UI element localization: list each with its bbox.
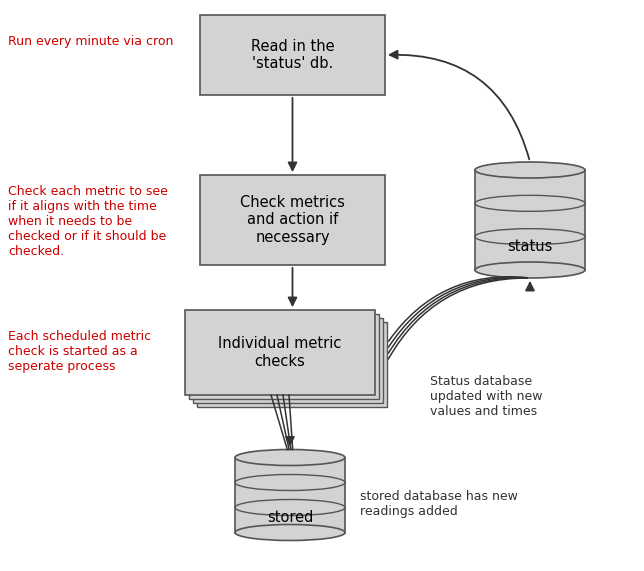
Text: Check each metric to see
if it aligns with the time
when it needs to be
checked : Check each metric to see if it aligns wi… (8, 185, 168, 258)
Text: stored database has new
readings added: stored database has new readings added (360, 490, 518, 518)
FancyBboxPatch shape (189, 314, 379, 399)
FancyArrowPatch shape (388, 277, 527, 341)
FancyArrowPatch shape (388, 278, 527, 353)
Text: stored: stored (267, 510, 313, 525)
FancyBboxPatch shape (200, 15, 385, 95)
Text: Read in the
'status' db.: Read in the 'status' db. (251, 39, 334, 71)
Text: Run every minute via cron: Run every minute via cron (8, 35, 173, 48)
Ellipse shape (235, 449, 345, 465)
FancyBboxPatch shape (200, 175, 385, 265)
Text: Status database
updated with new
values and times: Status database updated with new values … (430, 375, 542, 418)
FancyBboxPatch shape (185, 310, 375, 395)
FancyArrowPatch shape (388, 278, 527, 347)
Polygon shape (235, 457, 345, 533)
Ellipse shape (235, 525, 345, 541)
Ellipse shape (475, 262, 585, 278)
Text: Each scheduled metric
check is started as a
seperate process: Each scheduled metric check is started a… (8, 330, 151, 373)
Polygon shape (475, 170, 585, 270)
Ellipse shape (475, 162, 585, 178)
Text: Check metrics
and action if
necessary: Check metrics and action if necessary (240, 195, 345, 245)
FancyBboxPatch shape (193, 318, 383, 403)
FancyArrowPatch shape (388, 278, 527, 359)
Text: status: status (507, 239, 553, 254)
Text: Individual metric
checks: Individual metric checks (218, 336, 342, 369)
FancyBboxPatch shape (197, 322, 387, 407)
FancyArrowPatch shape (390, 51, 529, 159)
